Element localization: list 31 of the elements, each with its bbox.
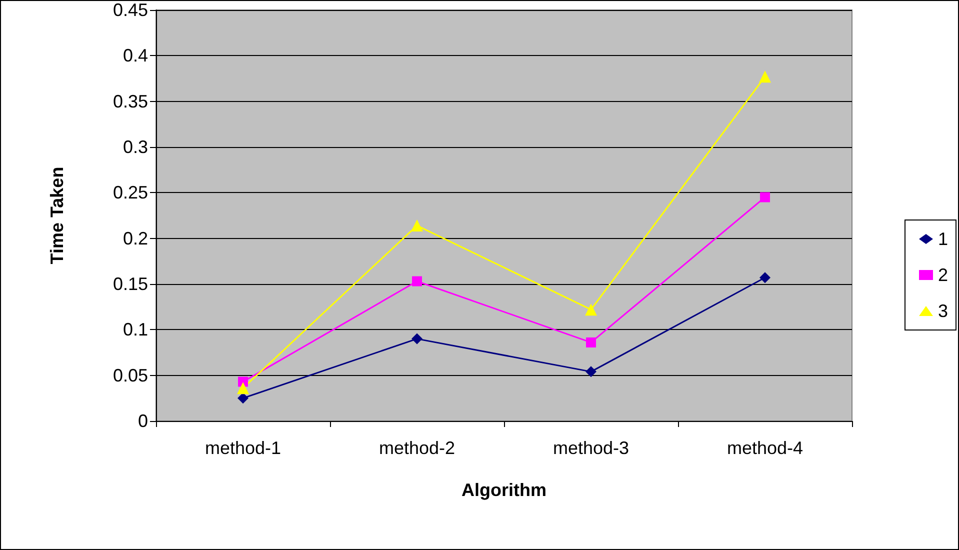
point: [585, 304, 597, 316]
y-tick-label: 0: [138, 411, 148, 431]
point: [238, 392, 248, 404]
y-tick-label: 0.2: [122, 228, 148, 248]
point: [412, 333, 422, 344]
x-tick-label: method-3: [552, 438, 630, 458]
y-tick-label: 0.4: [122, 46, 148, 66]
x-tick-label: method-1: [204, 438, 282, 458]
legend-label: 1: [938, 229, 948, 249]
y-tick-label: 0.05: [112, 365, 148, 386]
point: [238, 376, 248, 387]
y-axis-title: Time Taken: [47, 166, 67, 264]
point: [759, 70, 771, 83]
legend-label: 3: [938, 301, 948, 321]
y-tick-label: 0.45: [112, 0, 148, 20]
point: [586, 337, 596, 348]
point: [760, 192, 770, 202]
y-tick-label: 0.15: [112, 274, 148, 294]
point: [412, 276, 422, 286]
x-axis-title: Algorithm: [462, 480, 546, 500]
y-tick-label: 0.1: [122, 320, 148, 340]
point: [586, 366, 596, 378]
x-tick-label: method-4: [726, 438, 804, 458]
point: [411, 220, 423, 232]
x-tick-label: method-2: [378, 438, 456, 458]
y-tick-label: 0.25: [112, 182, 148, 203]
y-tick-label: 0.3: [122, 137, 148, 157]
point: [760, 272, 770, 284]
legend-label: 2: [938, 265, 948, 285]
y-tick-label: 0.35: [112, 91, 148, 112]
point: [237, 382, 249, 394]
